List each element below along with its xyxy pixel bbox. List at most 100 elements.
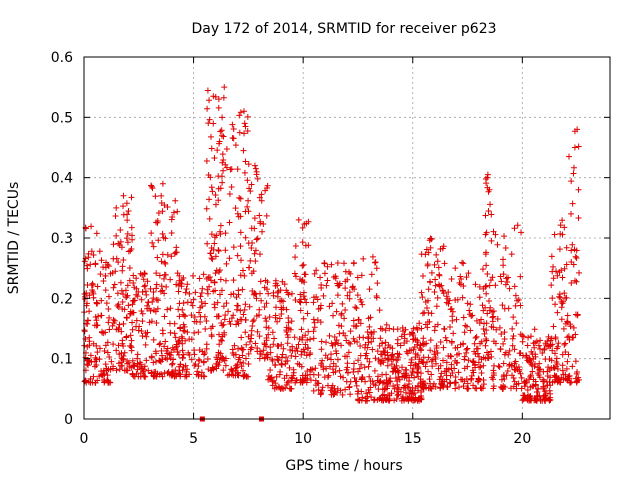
data-point (509, 325, 516, 332)
data-point (482, 231, 489, 238)
data-point (465, 357, 472, 364)
data-point (560, 325, 567, 332)
data-point (556, 246, 563, 253)
data-point (159, 180, 166, 187)
data-point (230, 126, 237, 133)
data-point (105, 293, 112, 300)
data-point (88, 223, 95, 230)
data-point (382, 345, 389, 352)
data-point (573, 278, 580, 285)
data-point (153, 285, 160, 292)
data-point (341, 315, 348, 322)
data-point (555, 340, 562, 347)
data-point (196, 346, 203, 353)
data-point (383, 380, 390, 387)
data-point (262, 315, 269, 322)
data-point (472, 385, 479, 392)
data-point (485, 207, 492, 214)
data-point (492, 282, 499, 289)
data-point (548, 282, 555, 289)
data-point (236, 194, 243, 201)
data-point (82, 335, 89, 342)
data-point (431, 288, 438, 295)
data-point (507, 385, 514, 392)
data-point (178, 333, 185, 340)
data-point (248, 245, 255, 252)
data-point (342, 285, 349, 292)
data-point (129, 371, 136, 378)
data-point (358, 388, 365, 395)
data-point (563, 365, 570, 372)
data-point (250, 317, 257, 324)
data-point (160, 275, 167, 282)
data-point (333, 308, 340, 315)
data-point (207, 250, 214, 257)
data-point (396, 376, 403, 383)
data-point (383, 321, 390, 328)
data-point (113, 326, 120, 333)
data-point (156, 341, 163, 348)
data-point (486, 298, 493, 305)
data-point (285, 334, 292, 341)
data-point (354, 274, 361, 281)
data-point (317, 274, 324, 281)
data-point (483, 320, 490, 327)
data-point (109, 322, 116, 329)
data-point (521, 392, 528, 399)
data-point (488, 237, 495, 244)
data-point (366, 389, 373, 396)
data-point (388, 390, 395, 397)
data-point (426, 376, 433, 383)
data-point (273, 373, 280, 380)
data-point (198, 298, 205, 305)
data-point (445, 300, 452, 307)
data-point (238, 363, 245, 370)
data-point (119, 355, 126, 362)
data-point (531, 326, 538, 333)
data-point (480, 326, 487, 333)
data-point (569, 200, 576, 207)
data-point (220, 133, 227, 140)
data-point (157, 358, 164, 365)
data-point (204, 355, 211, 362)
data-point (333, 350, 340, 357)
data-point (196, 275, 203, 282)
y-tick-label: 0.5 (51, 110, 73, 126)
data-point (199, 303, 206, 310)
data-point (448, 353, 455, 360)
data-point (252, 165, 259, 172)
axis-ticks (83, 56, 610, 420)
data-point (175, 282, 182, 289)
data-point (124, 239, 131, 246)
data-point (133, 285, 140, 292)
data-point (230, 312, 237, 319)
data-point (371, 396, 378, 403)
data-point (424, 318, 431, 325)
data-point (530, 376, 537, 383)
data-point (438, 370, 445, 377)
data-point (484, 310, 491, 317)
data-point (423, 246, 430, 253)
data-point (92, 261, 99, 268)
data-point (161, 343, 168, 350)
data-point (443, 337, 450, 344)
data-point (299, 379, 306, 386)
data-point (410, 325, 417, 332)
data-point (570, 164, 577, 171)
data-point (148, 318, 155, 325)
data-point (395, 368, 402, 375)
data-point (270, 377, 277, 384)
data-point (442, 334, 449, 341)
data-point (573, 378, 580, 385)
data-point (137, 361, 144, 368)
data-point (571, 277, 578, 284)
data-point (530, 355, 537, 362)
data-point (278, 384, 285, 391)
data-point (574, 369, 581, 376)
data-point (93, 317, 100, 324)
data-point (555, 375, 562, 382)
data-point (218, 132, 225, 139)
data-point (557, 222, 564, 229)
data-point (269, 329, 276, 336)
data-point (154, 254, 161, 261)
